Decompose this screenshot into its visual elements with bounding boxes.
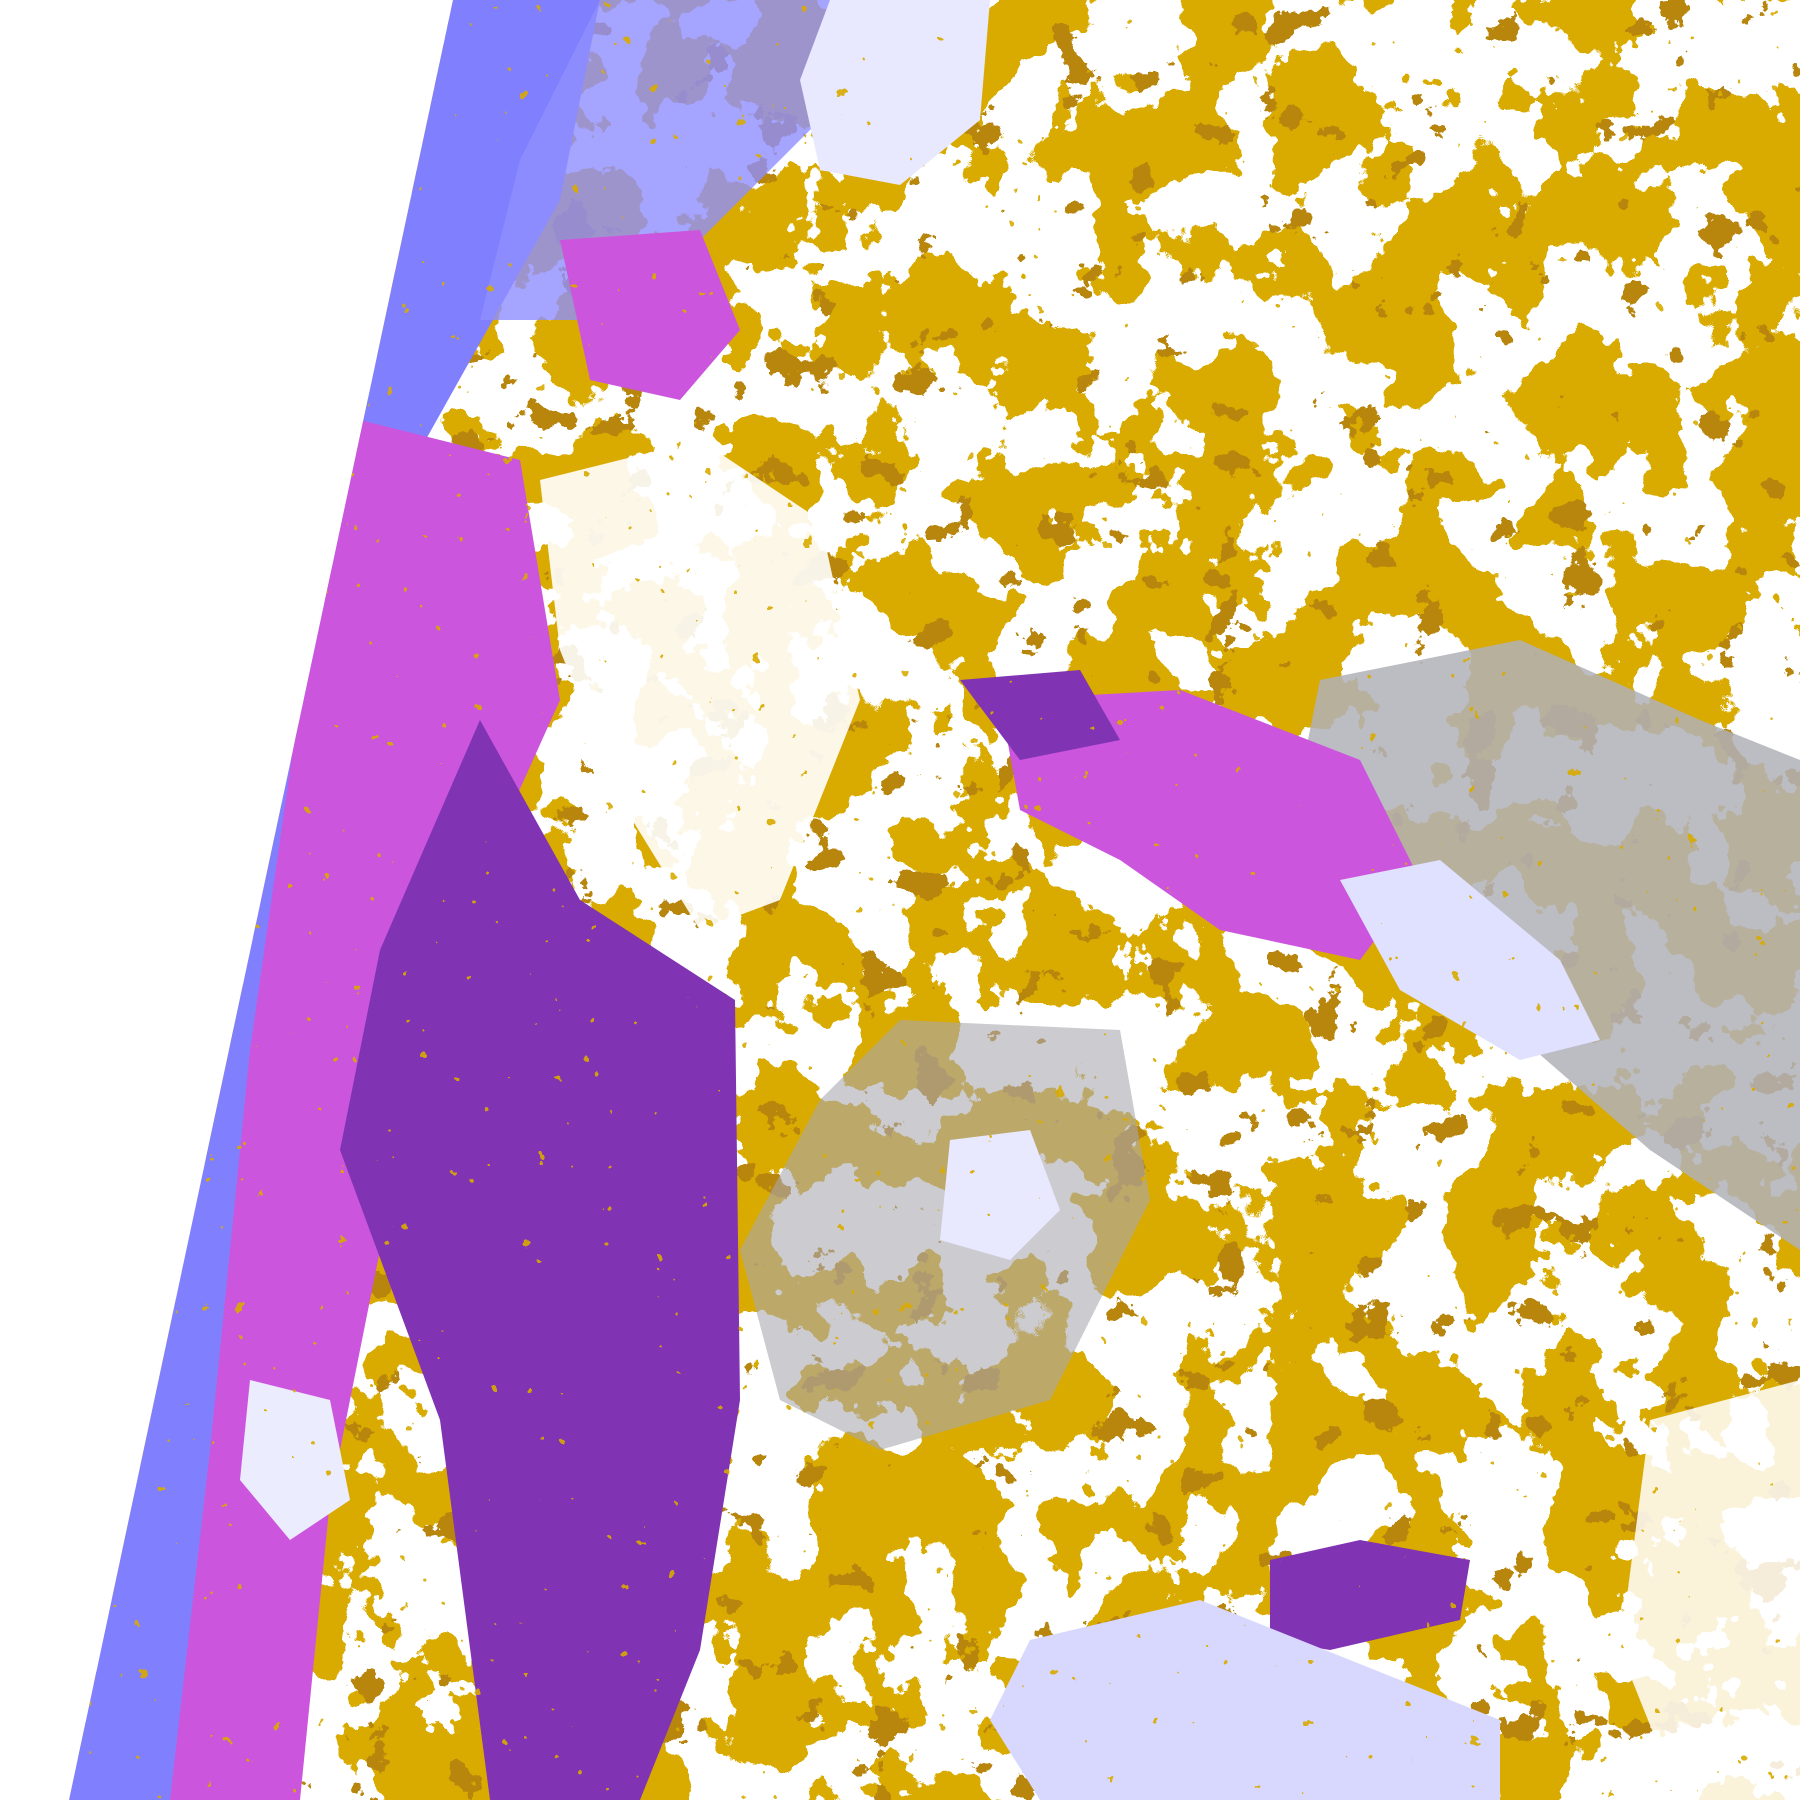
page — [69, 0, 1800, 1800]
swath — [69, 0, 1800, 1800]
gold-speckle — [69, 0, 1800, 1800]
satellite-map — [69, 0, 1800, 1800]
